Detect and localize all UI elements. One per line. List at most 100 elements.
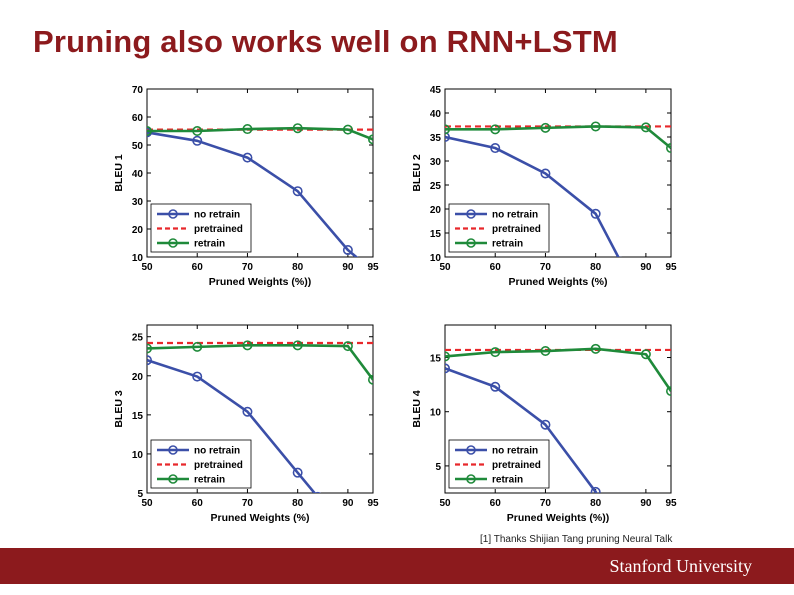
chart-svg: 50 60 70 80 90 95 10 20 30 40 50 60 70 Pruned Weights… bbox=[113, 85, 379, 288]
legend-marker-no-retrain bbox=[466, 209, 476, 219]
legend-marker-retrain bbox=[168, 474, 178, 484]
x-tick-label: 95 bbox=[665, 262, 677, 273]
chart-bleu-4: 50 60 70 80 90 95 5 10 15 Pruned Weights (%)) BLEU… bbox=[408, 316, 688, 538]
y-tick-label: 60 bbox=[132, 113, 144, 124]
legend-label-no-retrain: no retrain bbox=[194, 210, 240, 221]
point-no-retrain bbox=[619, 256, 623, 257]
y-tick-label: 35 bbox=[430, 133, 442, 144]
point-no-retrain bbox=[242, 152, 253, 163]
point-retrain bbox=[640, 122, 651, 133]
point-no-retrain bbox=[192, 371, 203, 382]
series-line-retrain bbox=[445, 125, 671, 150]
point-no-retrain bbox=[490, 143, 501, 154]
x-tick-label: 60 bbox=[192, 262, 204, 273]
x-tick-label: 50 bbox=[439, 498, 451, 509]
x-tick-label: 70 bbox=[540, 498, 552, 509]
point-no-retrain bbox=[192, 135, 203, 146]
point-no-retrain bbox=[490, 381, 501, 392]
x-tick-label: 80 bbox=[292, 498, 304, 509]
point-retrain bbox=[666, 386, 671, 397]
x-axis-label: Pruned Weights (%) bbox=[211, 512, 310, 524]
legend-label-pretrained: pretrained bbox=[194, 460, 243, 471]
legend-label-retrain: retrain bbox=[492, 475, 523, 486]
x-tick-label: 60 bbox=[192, 498, 204, 509]
point-no-retrain bbox=[292, 186, 303, 197]
y-tick-label: 30 bbox=[132, 197, 144, 208]
y-axis-label: BLEU 2 bbox=[411, 154, 423, 192]
point-retrain bbox=[342, 124, 353, 135]
series-line-no-retrain bbox=[445, 367, 598, 493]
legend-label-pretrained: pretrained bbox=[194, 224, 243, 235]
legend-marker-no-retrain bbox=[466, 445, 476, 455]
y-tick-label: 70 bbox=[132, 85, 144, 96]
legend-label-no-retrain: no retrain bbox=[492, 446, 538, 457]
point-retrain bbox=[192, 341, 203, 352]
x-tick-label: 80 bbox=[292, 262, 304, 273]
chart-svg: 50 60 70 80 90 95 5 10 15 Pruned Weights (%)) BLEU… bbox=[411, 324, 677, 524]
point-retrain bbox=[540, 122, 551, 133]
y-tick-label: 20 bbox=[132, 372, 144, 383]
y-tick-label: 10 bbox=[430, 408, 442, 419]
legend-marker-retrain bbox=[168, 238, 178, 248]
point-retrain bbox=[368, 134, 373, 145]
x-tick-label: 70 bbox=[540, 262, 552, 273]
point-retrain bbox=[242, 124, 253, 135]
legend-label-retrain: retrain bbox=[194, 475, 225, 486]
point-retrain bbox=[666, 143, 671, 154]
footnote: [1] Thanks Shijian Tang pruning Neural T… bbox=[480, 534, 673, 545]
point-no-retrain bbox=[242, 406, 253, 417]
x-tick-label: 95 bbox=[665, 498, 677, 509]
x-tick-label: 90 bbox=[342, 262, 354, 273]
y-tick-label: 40 bbox=[430, 109, 442, 120]
x-tick-label: 95 bbox=[367, 262, 379, 273]
series-line-retrain bbox=[445, 347, 671, 392]
series-line-no-retrain bbox=[147, 358, 317, 493]
series-group bbox=[445, 121, 671, 257]
series-group bbox=[147, 123, 373, 257]
y-tick-label: 15 bbox=[430, 354, 442, 365]
y-tick-label: 40 bbox=[132, 169, 144, 180]
x-tick-label: 90 bbox=[640, 498, 652, 509]
y-tick-label: 25 bbox=[132, 333, 144, 344]
point-retrain bbox=[490, 124, 501, 135]
x-tick-label: 70 bbox=[242, 498, 254, 509]
point-retrain bbox=[292, 123, 303, 134]
y-tick-label: 20 bbox=[430, 205, 442, 216]
x-tick-label: 50 bbox=[141, 498, 153, 509]
chart-bleu-2: 50 60 70 80 90 95 10 15 20 25 30 35 40 45 Pruned Weigh… bbox=[408, 80, 688, 302]
x-axis-label: Pruned Weights (%)) bbox=[507, 512, 609, 524]
point-retrain bbox=[342, 341, 353, 352]
point-no-retrain bbox=[590, 486, 601, 493]
point-retrain bbox=[590, 121, 601, 132]
point-no-retrain bbox=[147, 355, 152, 366]
point-no-retrain bbox=[342, 245, 353, 256]
chart-svg: 50 60 70 80 90 95 5 10 15 20 25 Pruned Weights (%) B… bbox=[113, 324, 379, 524]
point-retrain bbox=[147, 126, 152, 136]
legend-marker-no-retrain bbox=[168, 209, 178, 219]
legend-marker-retrain bbox=[466, 474, 476, 484]
point-retrain bbox=[147, 343, 152, 354]
legend-label-no-retrain: no retrain bbox=[194, 446, 240, 457]
point-retrain bbox=[640, 349, 651, 360]
x-tick-label: 95 bbox=[367, 498, 379, 509]
y-tick-label: 10 bbox=[430, 253, 442, 264]
series-group bbox=[445, 343, 671, 493]
point-retrain bbox=[192, 125, 203, 136]
legend-label-no-retrain: no retrain bbox=[492, 210, 538, 221]
point-no-retrain bbox=[540, 419, 551, 430]
point-no-retrain bbox=[445, 132, 450, 142]
x-axis-label: Pruned Weights (%) bbox=[509, 276, 608, 288]
slide-title: Pruning also works well on RNN+LSTM bbox=[33, 24, 618, 59]
y-tick-label: 25 bbox=[430, 181, 442, 192]
legend-label-pretrained: pretrained bbox=[492, 460, 541, 471]
legend-label-retrain: retrain bbox=[194, 239, 225, 250]
point-no-retrain bbox=[292, 467, 303, 478]
y-tick-label: 30 bbox=[430, 157, 442, 168]
y-tick-label: 5 bbox=[137, 489, 143, 500]
point-no-retrain bbox=[590, 208, 601, 219]
x-tick-label: 70 bbox=[242, 262, 254, 273]
series-line-no-retrain bbox=[147, 131, 359, 257]
series-group bbox=[147, 340, 373, 493]
chart-bleu-1: 50 60 70 80 90 95 10 20 30 40 50 60 70 Pruned Weights… bbox=[110, 80, 390, 302]
legend-marker-retrain bbox=[466, 238, 476, 248]
